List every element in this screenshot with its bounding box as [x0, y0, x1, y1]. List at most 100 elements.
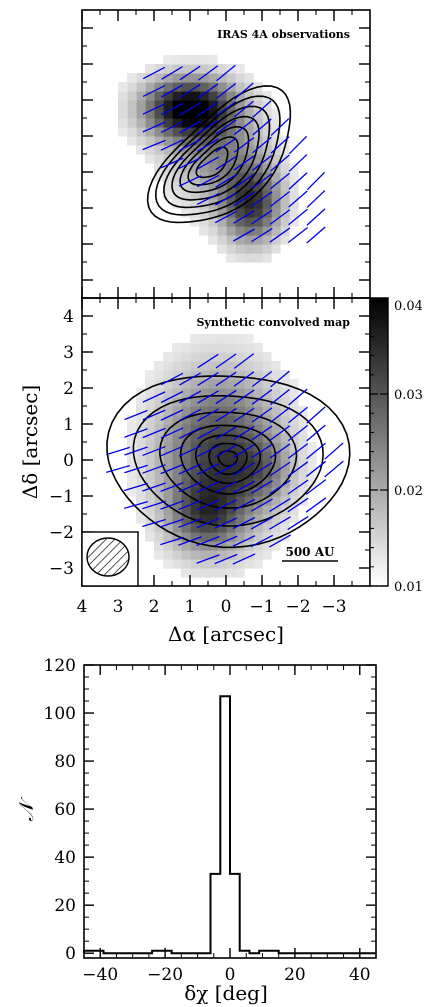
map-pixel: [280, 460, 290, 470]
map-pixel: [262, 244, 272, 254]
map-pixel: [253, 199, 263, 209]
map-pixel: [253, 244, 263, 254]
map-pixel: [262, 550, 272, 560]
map-pixel: [208, 181, 218, 191]
map-pixel: [280, 451, 290, 461]
polarization-vector: [234, 82, 254, 100]
map-pixel: [181, 370, 191, 380]
map-pixel: [253, 532, 263, 542]
map-pixel: [181, 379, 191, 389]
map-pixel: [226, 496, 236, 506]
polarization-vector: [252, 100, 272, 118]
polarization-vector: [178, 390, 202, 404]
polarization-vector: [250, 534, 274, 548]
x-tick-label: −3: [321, 597, 346, 617]
map-pixel: [154, 91, 164, 101]
polarization-vector: [305, 460, 327, 478]
map-pixel: [127, 469, 137, 479]
map-pixel: [190, 397, 200, 407]
map-pixel: [235, 82, 245, 92]
map-pixel: [172, 469, 182, 479]
map-pixel: [127, 100, 137, 110]
map-pixel: [244, 388, 254, 398]
map-pixel: [208, 424, 218, 434]
polarization-vector: [142, 391, 166, 403]
polarization-vector: [197, 353, 219, 369]
beam-ellipse: [86, 537, 130, 577]
map-pixel: [190, 55, 200, 65]
map-pixel: [217, 505, 227, 515]
map-pixel: [235, 226, 245, 236]
map-pixel: [154, 64, 164, 74]
polarization-vector: [288, 406, 308, 424]
y-tick-label: 0: [63, 451, 74, 471]
map-pixel: [154, 532, 164, 542]
map-pixel: [253, 172, 263, 182]
polarization-vector: [232, 480, 256, 494]
polarization-vector: [251, 209, 273, 225]
map-pixel: [145, 397, 155, 407]
map-pixel: [145, 469, 155, 479]
map-pixel: [244, 334, 254, 344]
map-pixel: [226, 334, 236, 344]
polarization-vector: [232, 553, 256, 565]
map-pixel: [190, 550, 200, 560]
map-pixel: [208, 460, 218, 470]
map-pixel: [181, 64, 191, 74]
map-pixel: [199, 388, 209, 398]
polarization-vector: [197, 390, 219, 404]
polarization-vector: [215, 389, 237, 405]
polarization-vector: [233, 210, 255, 224]
map-pixel: [199, 442, 209, 452]
map-pixel: [253, 496, 263, 506]
map-pixel: [145, 73, 155, 83]
map-pixel: [253, 127, 263, 137]
map-pixel: [262, 442, 272, 452]
map-pixel: [199, 532, 209, 542]
polarization-vector: [197, 138, 219, 152]
polarization-vector: [178, 481, 202, 493]
map-pixel: [163, 505, 173, 515]
map-pixel: [253, 208, 263, 218]
middle-x-axis-label: Δα [arcsec]: [168, 622, 284, 646]
contour-line: [154, 95, 281, 216]
polarization-vector: [160, 445, 184, 457]
polarization-vector: [178, 536, 202, 546]
map-pixel: [217, 397, 227, 407]
map-pixel: [154, 460, 164, 470]
map-pixel: [190, 334, 200, 344]
map-pixel: [289, 208, 299, 218]
map-pixel: [253, 226, 263, 236]
map-pixel: [181, 208, 191, 218]
map-pixel: [226, 514, 236, 524]
map-pixel: [154, 361, 164, 371]
polarization-vector: [160, 120, 184, 134]
polarization-vector: [251, 389, 273, 405]
map-pixel: [208, 523, 218, 533]
polarization-vector: [270, 370, 290, 388]
map-pixel: [172, 343, 182, 353]
middle-panel-title: Synthetic convolved map: [196, 316, 350, 329]
polarization-vector: [160, 372, 184, 386]
map-pixel: [199, 73, 209, 83]
map-pixel: [145, 388, 155, 398]
map-pixel: [226, 190, 236, 200]
map-pixel: [289, 199, 299, 209]
map-pixel: [271, 433, 281, 443]
x-tick-label: −2: [285, 597, 310, 617]
map-pixel: [208, 532, 218, 542]
polarization-vector: [215, 101, 237, 117]
map-pixel: [181, 478, 191, 488]
map-pixel: [253, 415, 263, 425]
map-pixel: [208, 145, 218, 155]
map-pixel: [163, 73, 173, 83]
map-pixel: [181, 406, 191, 416]
map-pixel: [217, 532, 227, 542]
polarization-vector: [160, 463, 184, 475]
map-pixel: [181, 496, 191, 506]
map-pixel: [199, 154, 209, 164]
polarization-vector: [178, 156, 202, 170]
map-pixel: [226, 361, 236, 371]
polarization-vector: [160, 409, 184, 421]
map-pixel: [253, 163, 263, 173]
